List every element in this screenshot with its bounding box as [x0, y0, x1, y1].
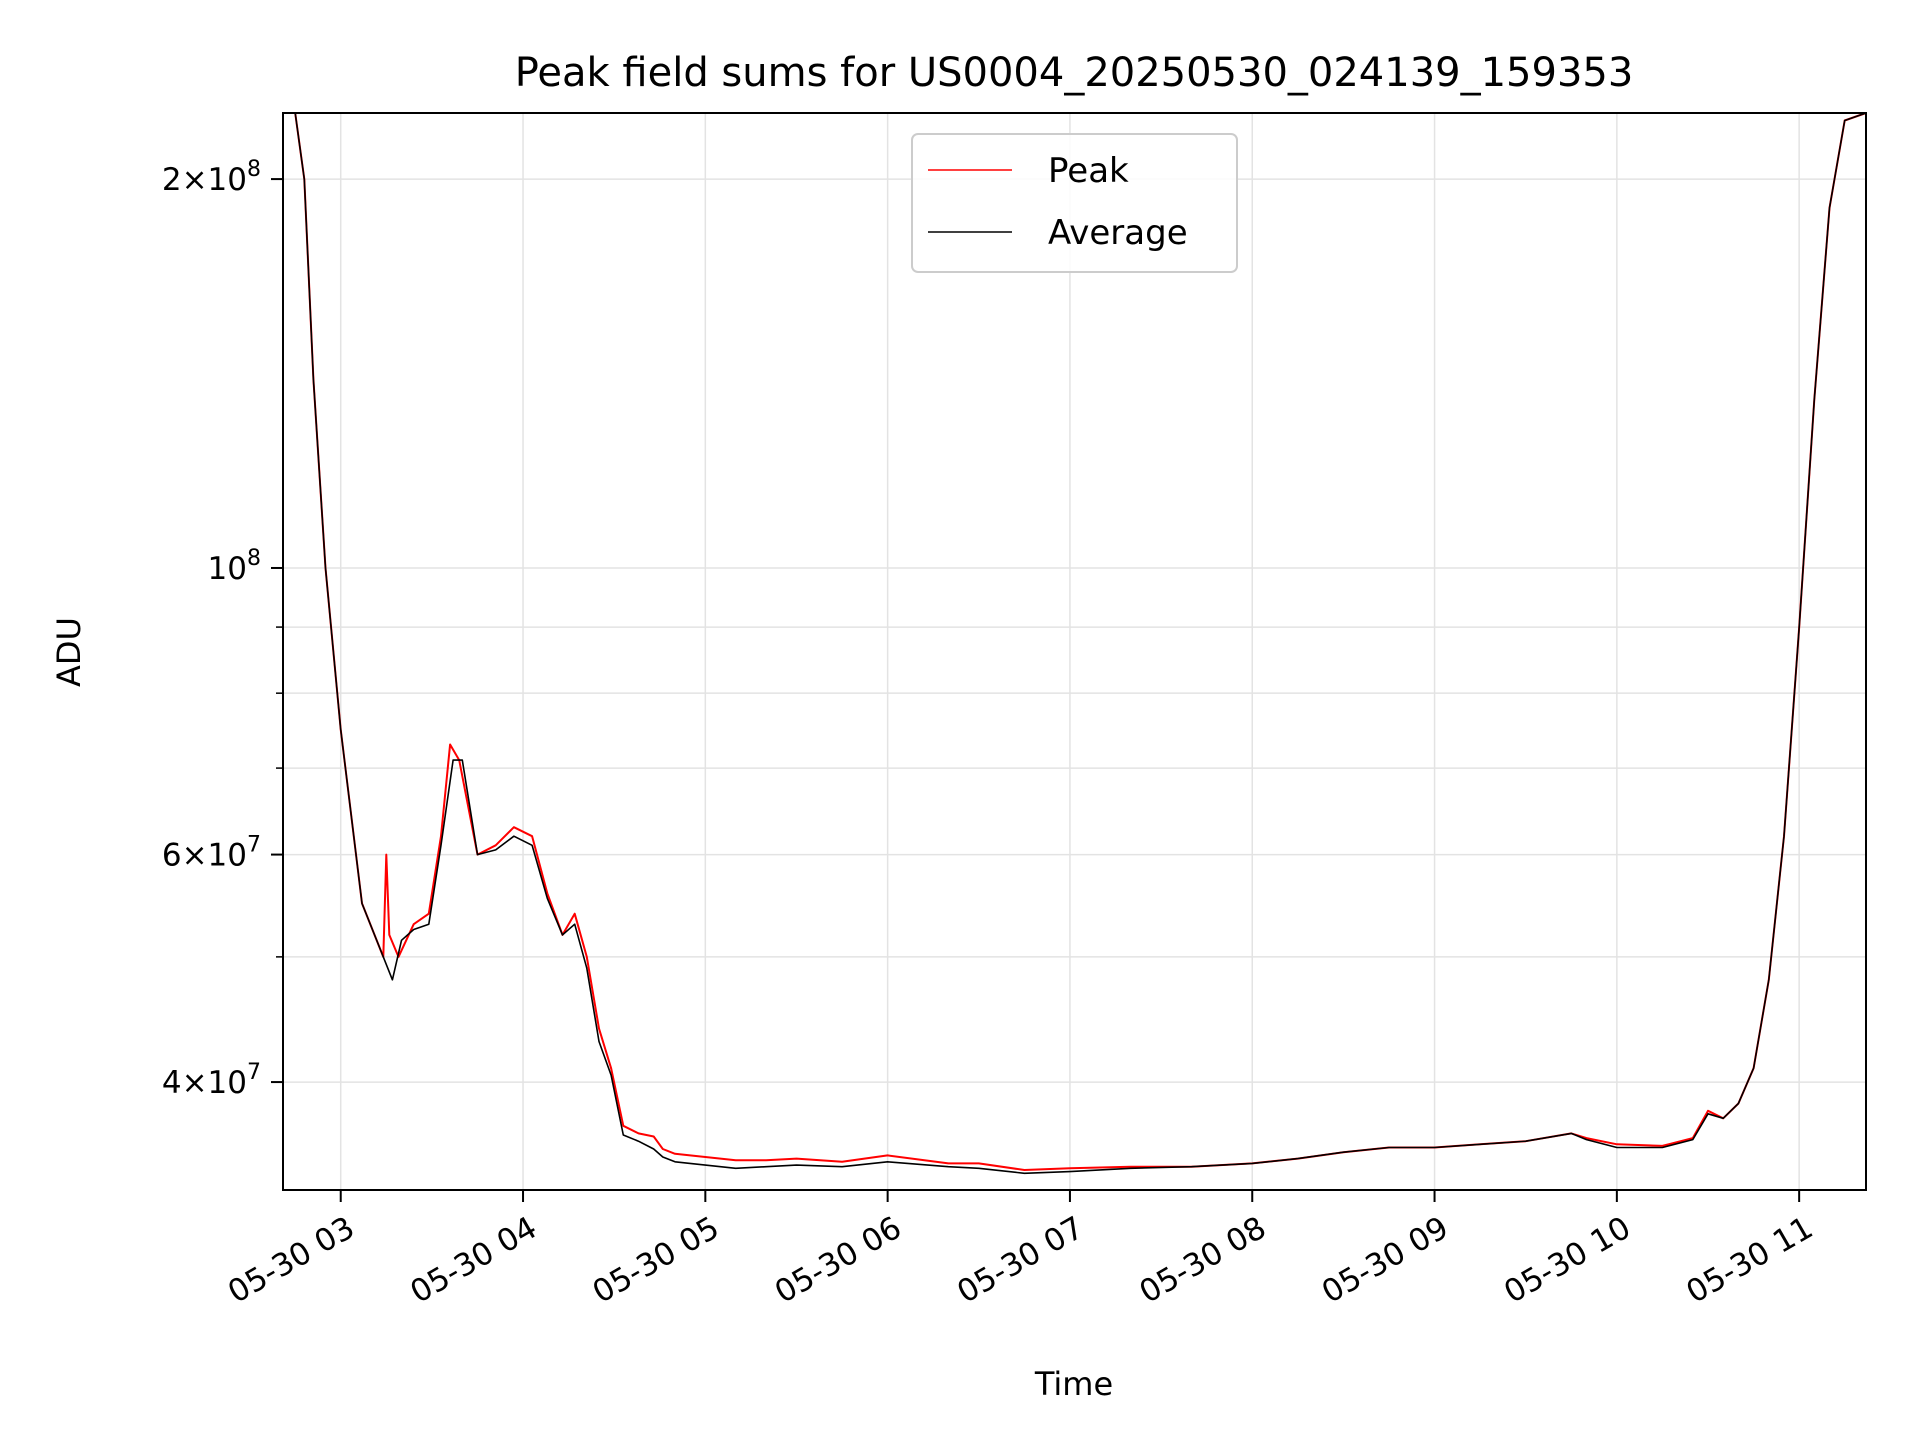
y-tick-label: 108 [208, 546, 261, 587]
y-axis-label: ADU [50, 617, 88, 687]
series-line-average [283, 112, 1867, 1175]
plot-frame [282, 112, 1867, 1191]
y-tick-label: 2×108 [162, 157, 261, 198]
y-axis: 4×107 6×107 108 2×108 [162, 157, 283, 1101]
legend: Peak Average [911, 133, 1238, 273]
y-tick-label: 4×107 [162, 1060, 261, 1101]
legend-label-average: Average [1048, 213, 1188, 253]
legend-label-peak: Peak [1048, 151, 1129, 191]
chart-title: Peak field sums for US0004_20250530_0241… [515, 50, 1634, 96]
plot-area [283, 112, 1867, 1175]
x-axis-label: Time [1034, 1365, 1113, 1403]
y-tick-label: 6×107 [162, 833, 261, 874]
legend-box [911, 133, 1238, 273]
grid-lines [283, 113, 1866, 1190]
